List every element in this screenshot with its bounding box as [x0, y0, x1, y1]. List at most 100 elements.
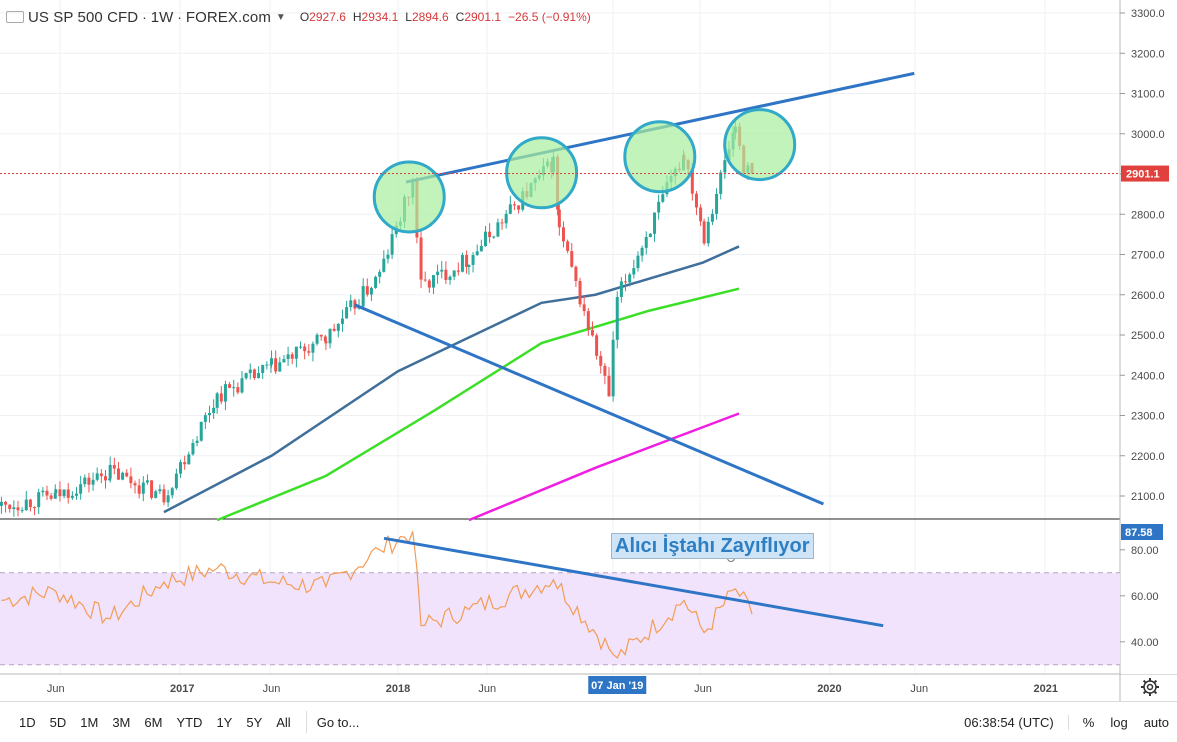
- candle: [248, 369, 252, 374]
- candle: [636, 255, 640, 269]
- candle: [179, 462, 183, 474]
- candle: [99, 473, 103, 477]
- ma-line-slow: [163, 245, 740, 514]
- rsi-current-label: 87.58: [1125, 527, 1153, 539]
- candle: [628, 274, 632, 283]
- candle: [361, 286, 365, 307]
- candle: [125, 472, 129, 477]
- price-tick-label: 3100.0: [1131, 89, 1165, 101]
- highlight-circle[interactable]: [372, 160, 446, 234]
- candle: [12, 507, 16, 510]
- candle: [274, 358, 278, 372]
- candle: [62, 489, 66, 497]
- candle: [33, 507, 37, 509]
- candle: [166, 495, 170, 503]
- candle: [228, 384, 232, 388]
- auto-scale-toggle[interactable]: auto: [1143, 714, 1169, 730]
- support-trendline[interactable]: [354, 303, 825, 506]
- candle: [690, 169, 694, 194]
- candle: [129, 476, 133, 484]
- candle: [496, 222, 500, 237]
- interval[interactable]: 1W: [150, 8, 174, 26]
- candle: [661, 194, 665, 202]
- candle: [607, 375, 611, 397]
- range-button-3m[interactable]: 3M: [112, 714, 131, 730]
- ohlc-high: H2934.1: [352, 10, 399, 24]
- gear-icon[interactable]: [1140, 677, 1160, 697]
- candle: [382, 258, 386, 272]
- candle: [244, 373, 248, 379]
- range-button-1d[interactable]: 1D: [19, 714, 36, 730]
- last-price-badge: [1121, 165, 1169, 182]
- candle: [715, 193, 719, 214]
- price-axis-bg: [1121, 0, 1177, 519]
- highlight-circle[interactable]: [623, 120, 697, 194]
- collapse-legend-icon[interactable]: [6, 11, 24, 23]
- candle: [492, 236, 496, 238]
- range-button-5y[interactable]: 5Y: [246, 714, 263, 730]
- candle: [278, 362, 282, 372]
- candle: [8, 504, 12, 510]
- range-button-1y[interactable]: 1Y: [216, 714, 233, 730]
- range-button-5d[interactable]: 5D: [49, 714, 67, 730]
- highlight-circle[interactable]: [505, 136, 579, 210]
- candle: [265, 364, 269, 366]
- range-button-ytd[interactable]: YTD: [176, 714, 203, 730]
- candle: [41, 490, 45, 493]
- candle: [648, 233, 652, 238]
- candle: [444, 269, 448, 281]
- symbol-name[interactable]: US SP 500 CFD: [28, 8, 139, 26]
- rsi-band: [0, 572, 1120, 665]
- candle: [261, 365, 265, 374]
- annotation-label[interactable]: Alıcı İştahı Zayıflıyor: [611, 533, 814, 559]
- candle: [590, 330, 594, 336]
- range-button-all[interactable]: All: [276, 714, 291, 730]
- candle: [269, 364, 273, 366]
- log-scale-toggle[interactable]: log: [1110, 714, 1128, 730]
- candle: [290, 354, 294, 359]
- percent-scale-toggle[interactable]: %: [1082, 714, 1095, 730]
- candle: [611, 339, 615, 397]
- candle: [257, 373, 261, 379]
- chevron-down-icon[interactable]: ▼: [275, 11, 286, 23]
- price-axis: 3300.03200.03100.03000.02900.02800.02700…: [1120, 0, 1177, 519]
- candle: [162, 489, 166, 503]
- candle: [223, 384, 227, 402]
- candle: [475, 251, 479, 256]
- candle: [54, 489, 58, 493]
- candle: [91, 479, 95, 485]
- rsi-trendline[interactable]: [383, 536, 884, 628]
- ohlc-low: L2894.6: [405, 10, 449, 24]
- candle: [87, 477, 91, 485]
- candle: [145, 480, 149, 483]
- candle: [512, 204, 516, 206]
- candle: [232, 387, 236, 389]
- time-tick-label: Jun: [47, 683, 65, 695]
- candle: [191, 442, 195, 455]
- range-button-1m[interactable]: 1M: [80, 714, 99, 730]
- ohlc-close: C2901.1: [455, 10, 502, 24]
- candle: [702, 221, 706, 244]
- last-price-label: 2901.1: [1126, 169, 1160, 181]
- range-button-6m[interactable]: 6M: [144, 714, 163, 730]
- rsi-line: [1, 531, 753, 659]
- clock[interactable]: 06:38:54 (UTC): [956, 714, 1069, 730]
- candle: [240, 378, 244, 393]
- candle: [500, 222, 504, 224]
- candle: [282, 359, 286, 363]
- candle: [294, 346, 298, 359]
- candle: [615, 296, 619, 340]
- candle: [431, 275, 435, 288]
- rsi-axis: 80.00 60.00 40.00 87.58: [1120, 520, 1177, 674]
- candle: [79, 484, 83, 494]
- candle: [108, 464, 112, 479]
- candle: [599, 355, 603, 366]
- goto-date-button[interactable]: Go to...: [316, 714, 360, 730]
- candle: [236, 387, 240, 393]
- price-tick-label: 3200.0: [1131, 48, 1165, 60]
- highlight-circle[interactable]: [723, 108, 797, 182]
- candle: [349, 300, 353, 308]
- candle: [483, 231, 487, 247]
- candle: [657, 201, 661, 213]
